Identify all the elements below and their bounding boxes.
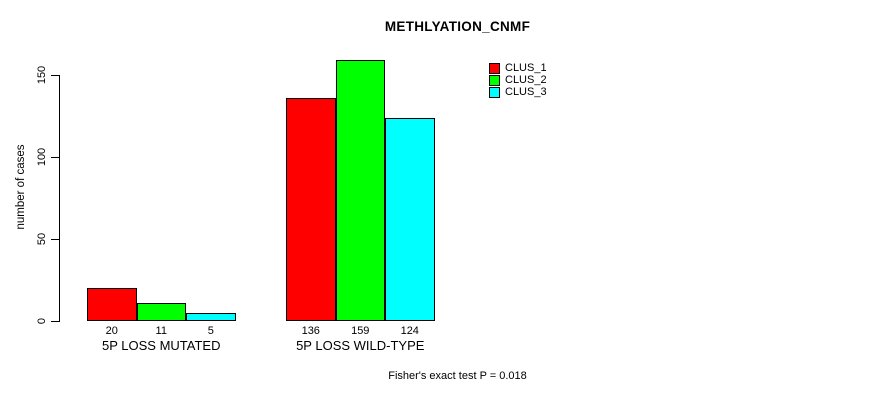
y-tick-mark xyxy=(51,320,59,322)
legend-swatch-clus_1 xyxy=(489,62,500,74)
legend-label: CLUS_3 xyxy=(505,86,547,99)
y-axis-label: number of cases xyxy=(15,144,27,230)
bar-value-label: 124 xyxy=(400,325,419,337)
legend-row: CLUS_1 xyxy=(489,62,547,74)
annotation-text: Fisher's exact test P = 0.018 xyxy=(388,370,527,382)
bar-clus_3-group1 xyxy=(186,312,236,321)
chart-title: METHLYATION_CNMF xyxy=(384,19,531,34)
bar-clus_2-group2 xyxy=(335,60,385,321)
y-axis-line xyxy=(59,74,61,322)
legend-label: CLUS_2 xyxy=(505,74,547,87)
y-tick-mark xyxy=(51,156,59,158)
y-tick-label: 0 xyxy=(36,317,48,325)
x-category-label: 5P LOSS MUTATED xyxy=(102,338,221,353)
legend-swatch-clus_3 xyxy=(489,86,500,98)
bar-clus_3-group2 xyxy=(385,117,435,321)
y-tick-label: 50 xyxy=(36,232,48,246)
bar-value-label: 136 xyxy=(301,325,320,337)
bar-value-label: 11 xyxy=(155,325,167,337)
y-tick-mark xyxy=(51,74,59,76)
bar-value-label: 5 xyxy=(207,325,214,337)
legend-swatch-clus_2 xyxy=(489,74,500,86)
legend-row: CLUS_3 xyxy=(489,86,547,98)
bar-value-label: 159 xyxy=(351,325,370,337)
bar-value-label: 20 xyxy=(105,325,118,337)
bar-clus_2-group1 xyxy=(136,302,186,321)
y-tick-mark xyxy=(51,238,59,240)
bar-clus_1-group1 xyxy=(87,288,137,321)
legend: CLUS_1 CLUS_2 CLUS_3 xyxy=(489,62,547,99)
bar-clus_1-group2 xyxy=(286,97,336,321)
legend-row: CLUS_2 xyxy=(489,74,547,86)
x-category-label: 5P LOSS WILD-TYPE xyxy=(296,338,425,353)
y-tick-label: 100 xyxy=(36,147,48,167)
y-tick-label: 150 xyxy=(36,65,48,85)
legend-label: CLUS_1 xyxy=(505,62,547,74)
